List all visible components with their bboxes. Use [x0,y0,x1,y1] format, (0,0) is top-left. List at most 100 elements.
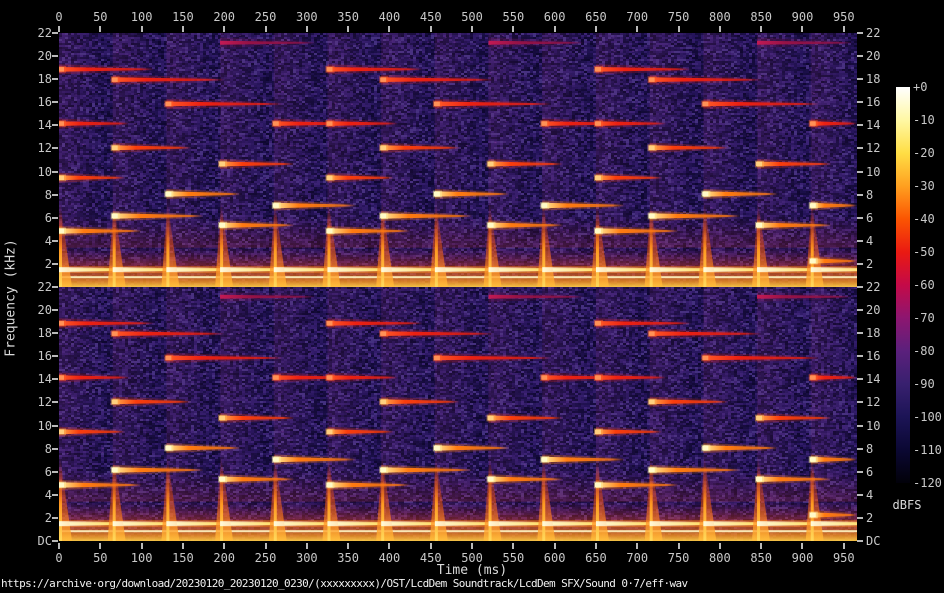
time-tick-label-top: 800 [700,10,740,24]
colorbar-tick-label: -40 [913,212,944,226]
time-tick-label-top: 400 [369,10,409,24]
time-tick-mark-bottom [843,543,845,549]
time-tick-mark-bottom [306,543,308,549]
source-url: https://archive·org/download/20230120_20… [1,577,688,590]
freq-tick-mark-right [857,378,863,380]
time-tick-mark-bottom [678,543,680,549]
freq-tick-mark-left [52,101,58,103]
time-tick-mark-bottom [430,543,432,549]
freq-tick-mark-left [52,332,58,334]
time-tick-label-top: 550 [493,10,533,24]
time-tick-mark-bottom [471,543,473,549]
time-tick-mark-top [554,26,556,32]
freq-tick-label-right: 16 [866,95,900,109]
freq-tick-mark-left [52,471,58,473]
time-tick-mark-top [58,26,60,32]
freq-tick-label-right: 22 [866,26,900,40]
freq-tick-mark-left [52,309,58,311]
time-tick-mark-top [223,26,225,32]
time-tick-mark-bottom [719,543,721,549]
time-tick-label-top: 700 [617,10,657,24]
freq-tick-label-left: 20 [16,303,52,317]
time-tick-mark-bottom [182,543,184,549]
time-tick-mark-bottom [58,543,60,549]
freq-tick-mark-left [52,286,58,288]
freq-tick-mark-right [857,286,863,288]
colorbar-tick-label: -80 [913,344,944,358]
freq-tick-label-left: 8 [16,442,52,456]
freq-tick-mark-left [52,401,58,403]
freq-tick-label-right: 12 [866,141,900,155]
time-tick-label-top: 500 [452,10,492,24]
time-tick-mark-top [595,26,597,32]
freq-tick-mark-right [857,517,863,519]
freq-tick-mark-left [52,217,58,219]
freq-tick-label-left: DC [16,534,52,548]
freq-tick-label-right: 2 [866,511,900,525]
colorbar-gradient [896,87,910,483]
time-tick-mark-bottom [595,543,597,549]
colorbar-tick-label: -60 [913,278,944,292]
colorbar-tick-label: -50 [913,245,944,259]
time-tick-label-top: 300 [287,10,327,24]
colorbar-tick-label: -120 [913,476,944,490]
time-tick-mark-top [843,26,845,32]
freq-tick-mark-left [52,32,58,34]
freq-tick-label-right: 8 [866,188,900,202]
freq-tick-label-left: 12 [16,395,52,409]
time-tick-mark-bottom [265,543,267,549]
time-tick-label-top: 350 [328,10,368,24]
freq-tick-label-left: 18 [16,72,52,86]
time-tick-mark-top [265,26,267,32]
time-tick-mark-top [760,26,762,32]
freq-tick-mark-right [857,78,863,80]
colorbar-tick-label: -10 [913,113,944,127]
freq-tick-mark-right [857,355,863,357]
time-tick-label-top: 650 [576,10,616,24]
time-tick-label-top: 200 [204,10,244,24]
freq-tick-label-left: 16 [16,95,52,109]
colorbar-tick-label: -110 [913,443,944,457]
freq-tick-label-left: 22 [16,26,52,40]
time-tick-mark-bottom [554,543,556,549]
freq-tick-mark-right [857,240,863,242]
time-tick-mark-bottom [99,543,101,549]
time-tick-mark-top [471,26,473,32]
time-tick-mark-top [430,26,432,32]
time-tick-mark-top [678,26,680,32]
freq-tick-label-left: 16 [16,349,52,363]
freq-tick-label-left: 20 [16,49,52,63]
time-tick-mark-top [512,26,514,32]
freq-tick-label-right: 6 [866,465,900,479]
freq-tick-label-right: 16 [866,349,900,363]
freq-tick-mark-right [857,194,863,196]
freq-tick-label-right: 22 [866,280,900,294]
freq-tick-mark-left [52,78,58,80]
time-tick-mark-top [801,26,803,32]
spectrogram-figure: Frequency (kHz) 0 0 50 50 100 100 150 150 200 200… [0,0,944,593]
freq-tick-mark-right [857,401,863,403]
time-tick-mark-top [182,26,184,32]
time-tick-mark-top [347,26,349,32]
freq-tick-mark-right [857,425,863,427]
freq-tick-mark-right [857,147,863,149]
time-tick-mark-bottom [636,543,638,549]
time-tick-mark-bottom [141,543,143,549]
freq-tick-label-right: 12 [866,395,900,409]
time-tick-label-top: 0 [39,10,79,24]
time-tick-label-top: 100 [122,10,162,24]
freq-tick-label-left: 22 [16,280,52,294]
freq-tick-label-right: 14 [866,118,900,132]
freq-tick-label-right: 4 [866,234,900,248]
freq-tick-mark-left [52,55,58,57]
freq-tick-mark-left [52,517,58,519]
time-tick-label-top: 950 [824,10,864,24]
spectrogram-channel-1 [59,33,857,287]
freq-tick-mark-right [857,263,863,265]
freq-tick-label-left: 4 [16,488,52,502]
freq-tick-label-left: 2 [16,257,52,271]
freq-tick-mark-left [52,240,58,242]
freq-tick-label-left: 4 [16,234,52,248]
colorbar-tick-label: -100 [913,410,944,424]
colorbar-tick-label: -30 [913,179,944,193]
